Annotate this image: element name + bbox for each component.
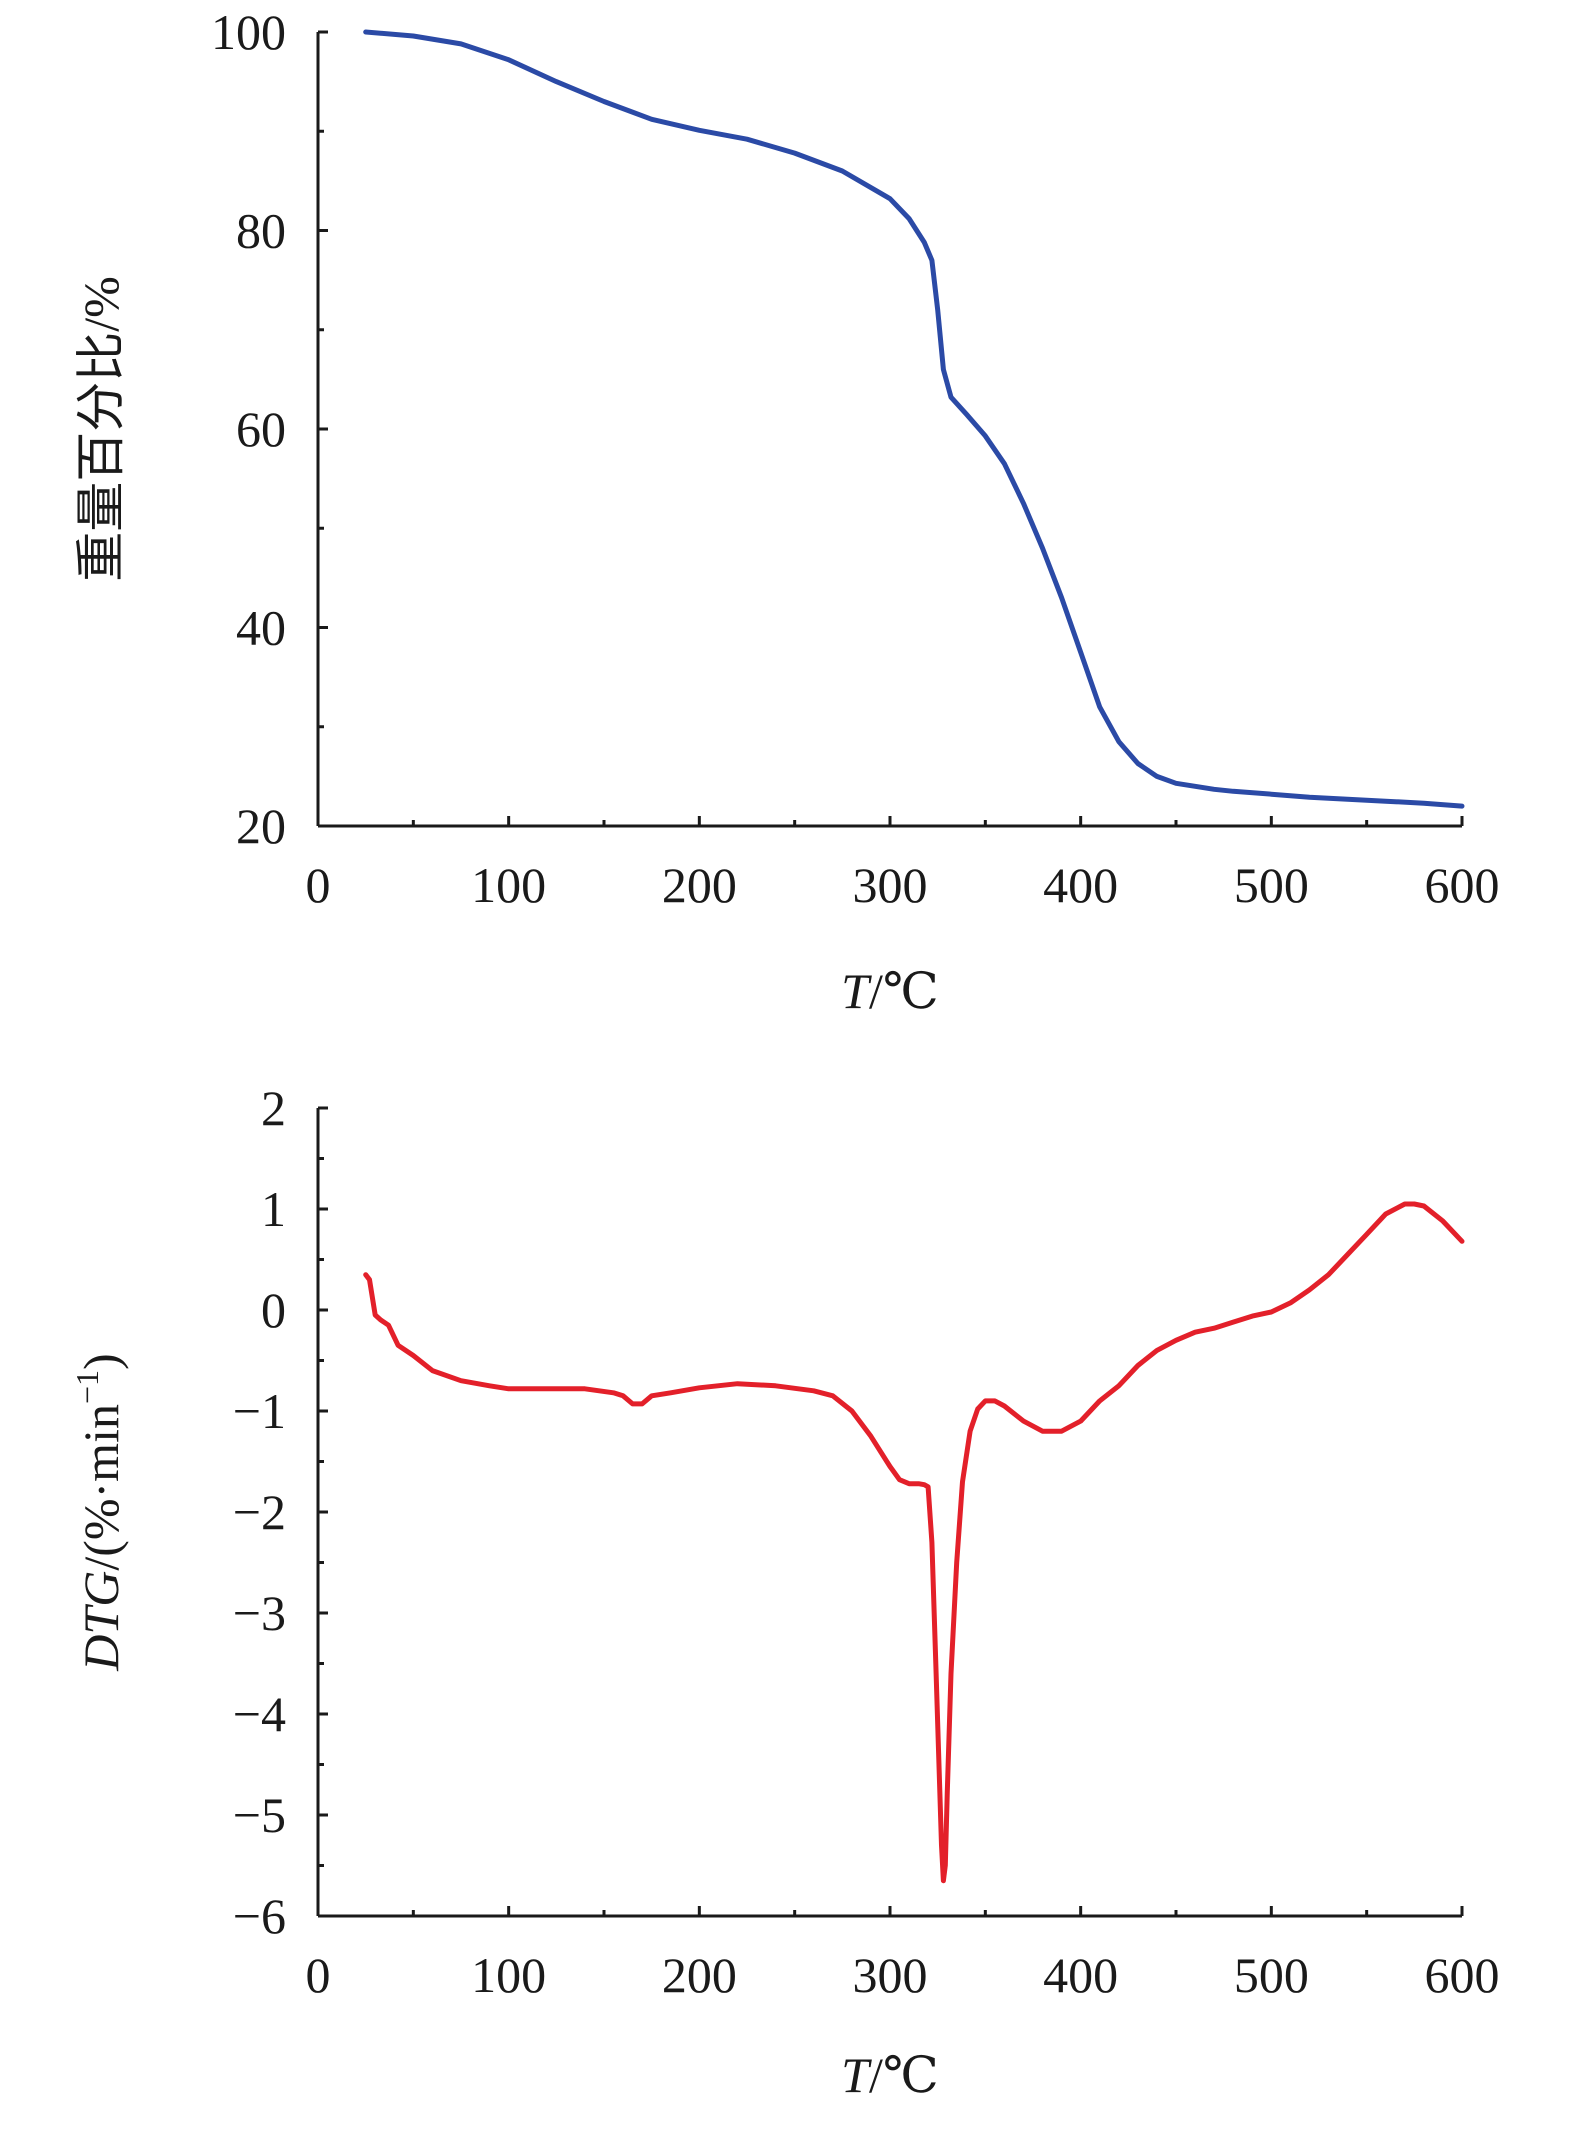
tg-y-tick-labels: 20 40 60 80 100 [211, 4, 286, 854]
dtg-y-axis-title: DTG/(%·min−1) [69, 1353, 129, 1671]
dtg-x-axis-title: T/℃ [841, 2047, 939, 2103]
tg-x-tick-label: 100 [471, 857, 546, 913]
tg-weight-curve [363, 29, 1465, 809]
dtg-x-tick-label: 200 [662, 1947, 737, 2003]
dtg-x-tick-label: 600 [1425, 1947, 1500, 2003]
dtg-y-tick-label: −6 [233, 1888, 286, 1944]
dtg-y-tick-label: −1 [233, 1383, 286, 1439]
tg-chart: 0 100 200 300 400 500 600 20 40 60 80 100 T/℃ 重量百分… [73, 4, 1500, 1019]
dtg-y-tick-label: −2 [233, 1484, 286, 1540]
dtg-x-tick-label: 300 [853, 1947, 928, 2003]
dtg-y-tick-label: −5 [233, 1787, 286, 1843]
tg-major-ticks [316, 30, 1464, 828]
dtg-y-tick-label: −3 [233, 1585, 286, 1641]
tg-x-tick-labels: 0 100 200 300 400 500 600 [306, 857, 1500, 913]
tg-y-axis-title: 重量百分比/% [73, 276, 129, 582]
dtg-x-tick-label: 0 [306, 1947, 331, 2003]
dtg-y-tick-label: 0 [261, 1282, 286, 1338]
dtg-y-tick-label: −4 [233, 1686, 286, 1742]
tg-y-tick-label: 20 [236, 798, 286, 854]
tg-x-tick-label: 0 [306, 857, 331, 913]
dtg-y-tick-label: 2 [261, 1080, 286, 1136]
dtg-minor-ticks [318, 1157, 1369, 1916]
dtg-x-tick-label: 100 [471, 1947, 546, 2003]
tg-x-tick-label: 200 [662, 857, 737, 913]
tg-x-tick-label: 500 [1234, 857, 1309, 913]
tg-minor-ticks [318, 129, 1369, 826]
dtg-major-ticks [316, 1106, 1464, 1918]
tg-y-tick-label: 40 [236, 600, 286, 656]
dtg-x-tick-label: 500 [1234, 1947, 1309, 2003]
tg-x-tick-label: 400 [1043, 857, 1118, 913]
tg-x-tick-label: 300 [853, 857, 928, 913]
dtg-rate-curve [363, 1201, 1465, 1884]
dtg-x-tick-label: 400 [1043, 1947, 1118, 2003]
dtg-y-tick-label: 1 [261, 1181, 286, 1237]
tg-y-tick-label: 80 [236, 203, 286, 259]
tg-x-axis-title: T/℃ [841, 963, 939, 1019]
dtg-y-tick-labels: −6 −5 −4 −3 −2 −1 0 1 2 [233, 1080, 286, 1944]
tg-y-tick-label: 100 [211, 4, 286, 60]
tg-y-tick-label: 60 [236, 401, 286, 457]
dtg-x-tick-labels: 0 100 200 300 400 500 600 [306, 1947, 1500, 2003]
tg-x-tick-label: 600 [1425, 857, 1500, 913]
